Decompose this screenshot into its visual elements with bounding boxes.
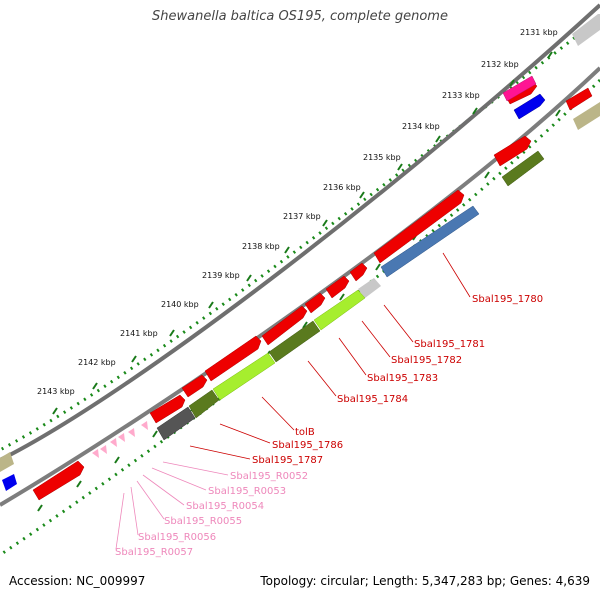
gene-label-sbal195-r0052: Sbal195_R0052: [230, 471, 308, 482]
connector-sbal195-r0055: [136, 480, 165, 520]
cds-feature-forward: [32, 460, 85, 501]
cds-feature-forward: [304, 292, 326, 314]
gene-label-sbal195-r0057: Sbal195_R0057: [115, 547, 193, 558]
gene-label-sbal195-r0055: Sbal195_R0055: [164, 516, 242, 527]
gene-label-sbal195-r0054: Sbal195_R0054: [186, 501, 264, 512]
map-title: Shewanella baltica OS195, complete genom…: [152, 9, 448, 24]
gene-label-sbal195-1780: Sbal195_1780: [472, 294, 543, 305]
cog-feature-khaki: [0, 452, 14, 472]
connector-sbal195-1784: [307, 360, 337, 397]
connector-sbal195-r0056: [130, 486, 139, 536]
cds-feature-forward: [325, 275, 350, 299]
cog-feature-lightgray: [358, 278, 381, 298]
tick-label-2140: 2140 kbp: [161, 300, 199, 309]
cog-feature-olive: [501, 150, 545, 187]
trna-marker: [92, 449, 99, 458]
forward-strand-features: [32, 75, 593, 501]
tick-label-2143: 2143 kbp: [37, 387, 75, 396]
tick-label-2133: 2133 kbp: [442, 91, 480, 100]
gene-label-sbal195-1782: Sbal195_1782: [391, 355, 462, 366]
connector-sbal195-1786: [219, 423, 271, 444]
rna-feature-forward: [502, 75, 537, 102]
gene-label-sbal195-1781: Sbal195_1781: [414, 339, 485, 350]
cds-feature-forward: [204, 335, 262, 382]
accession-text: Accession: NC_009997: [9, 574, 146, 588]
cds-feature-forward: [565, 87, 593, 111]
connector-sbal195-r0052: [162, 461, 229, 476]
cds-feature-forward: [261, 305, 308, 346]
connector-sbal195-1780: [442, 252, 471, 298]
gene-label-tolb: tolB: [295, 427, 315, 438]
cog-feature-khaki: [573, 102, 600, 130]
tick-label-2132: 2132 kbp: [481, 60, 519, 69]
trna-marker: [118, 433, 125, 442]
connector-sbal195-1783: [338, 337, 367, 376]
gene-label-sbal195-r0056: Sbal195_R0056: [138, 532, 216, 543]
label-connectors: [115, 252, 471, 550]
connector-sbal195-r0053: [151, 467, 207, 491]
gene-label-sbal195-1783: Sbal195_1783: [367, 373, 438, 384]
tick-label-2134: 2134 kbp: [402, 122, 440, 131]
connector-sbal195-1781: [383, 304, 414, 343]
cds-feature-forward: [181, 374, 208, 398]
cog-feature-lime: [313, 289, 366, 331]
cog-feature-olive: [188, 389, 220, 419]
gene-label-sbal195-1787: Sbal195_1787: [252, 455, 323, 466]
connector-tolb: [261, 396, 295, 431]
inner-dotted-track: [0, 78, 600, 557]
connector-sbal195-r0057: [115, 492, 125, 550]
cog-colored-features: [0, 14, 600, 491]
connector-sbal195-r0054: [142, 474, 185, 506]
cds-feature-forward: [349, 262, 368, 282]
cog-feature-olive: [268, 320, 321, 363]
cds-feature-blue: [2, 474, 17, 491]
backbone-circle: [0, 3, 600, 462]
gene-label-sbal195-1786: Sbal195_1786: [272, 440, 343, 451]
outer-dotted-track: [0, 16, 600, 452]
cog-feature-lime: [212, 352, 276, 401]
genome-summary-text: Topology: circular; Length: 5,347,283 bp…: [260, 574, 590, 588]
cds-feature-forward: [493, 135, 532, 167]
cog-feature-steelblue: [380, 205, 480, 278]
gene-labels: Sbal195_1780 Sbal195_1781 Sbal195_1782 S…: [115, 294, 543, 558]
tick-labels: 2131 kbp 2132 kbp 2133 kbp 2134 kbp 2135…: [37, 28, 558, 396]
trna-marker: [110, 438, 117, 447]
cog-feature-darkgray: [156, 406, 196, 441]
connector-sbal195-1782: [361, 320, 391, 358]
gene-label-sbal195-1784: Sbal195_1784: [337, 394, 408, 405]
trna-marker: [128, 428, 135, 437]
cog-feature-gray: [572, 14, 600, 46]
tick-label-2142: 2142 kbp: [78, 358, 116, 367]
tick-label-2141: 2141 kbp: [120, 329, 158, 338]
tick-label-2131: 2131 kbp: [520, 28, 558, 37]
connector-sbal195-1787: [189, 445, 251, 460]
tick-label-2136: 2136 kbp: [323, 183, 361, 192]
tick-label-2137: 2137 kbp: [283, 212, 321, 221]
gene-label-sbal195-r0053: Sbal195_R0053: [208, 486, 286, 497]
cds-feature-blue: [513, 93, 546, 120]
trna-marker: [141, 421, 148, 430]
tick-label-2138: 2138 kbp: [242, 242, 280, 251]
outer-tick-marks: [52, 51, 553, 415]
tick-label-2135: 2135 kbp: [363, 153, 401, 162]
cds-feature-forward: [149, 394, 186, 424]
trna-marker: [100, 445, 107, 454]
tick-label-2139: 2139 kbp: [202, 271, 240, 280]
cds-feature-forward: [373, 189, 465, 264]
